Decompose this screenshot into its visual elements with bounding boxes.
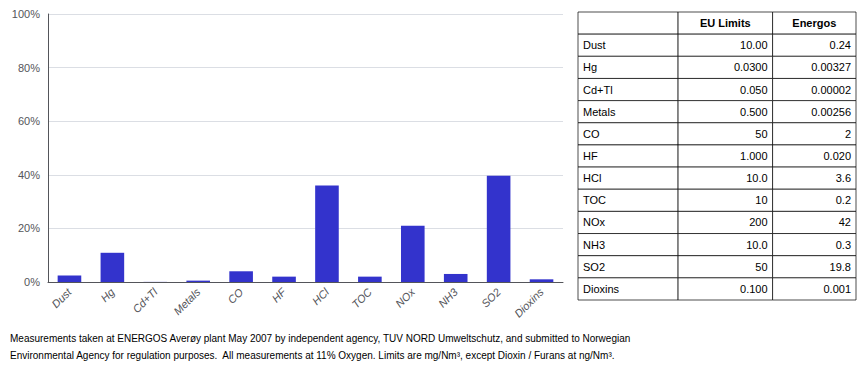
svg-text:20%: 20% — [18, 222, 40, 234]
svg-text:HF: HF — [583, 150, 598, 162]
svg-text:0.24: 0.24 — [830, 39, 851, 51]
svg-text:0.0300: 0.0300 — [734, 61, 768, 73]
svg-text:10: 10 — [755, 194, 767, 206]
svg-text:CO: CO — [583, 128, 600, 140]
svg-text:200: 200 — [749, 216, 767, 228]
svg-text:0.00256: 0.00256 — [811, 106, 851, 118]
svg-text:42: 42 — [839, 216, 851, 228]
svg-text:Hg: Hg — [583, 61, 597, 73]
svg-text:Cd+Tl: Cd+Tl — [130, 285, 160, 315]
svg-text:0.500: 0.500 — [740, 106, 768, 118]
svg-text:2: 2 — [845, 128, 851, 140]
svg-text:3.6: 3.6 — [836, 172, 851, 184]
svg-text:10.00: 10.00 — [740, 39, 768, 51]
svg-text:Cd+Tl: Cd+Tl — [583, 84, 613, 96]
svg-text:40%: 40% — [18, 169, 40, 181]
svg-text:Energos: Energos — [792, 17, 836, 29]
svg-text:EU Limits: EU Limits — [700, 17, 751, 29]
svg-text:0.00327: 0.00327 — [811, 61, 851, 73]
svg-text:0.001: 0.001 — [823, 283, 851, 295]
svg-text:0%: 0% — [24, 276, 40, 288]
svg-text:80%: 80% — [18, 62, 40, 74]
svg-text:0.020: 0.020 — [823, 150, 851, 162]
svg-text:1.000: 1.000 — [740, 150, 768, 162]
svg-text:Dioxins: Dioxins — [583, 283, 620, 295]
svg-text:0.050: 0.050 — [740, 84, 768, 96]
svg-text:10.0: 10.0 — [746, 172, 767, 184]
svg-text:10.0: 10.0 — [746, 239, 767, 251]
svg-text:50: 50 — [755, 261, 767, 273]
svg-text:NOx: NOx — [393, 285, 417, 309]
svg-text:60%: 60% — [18, 115, 40, 127]
svg-text:TOC: TOC — [349, 286, 374, 311]
svg-text:19.8: 19.8 — [830, 261, 851, 273]
svg-text:TOC: TOC — [583, 194, 606, 206]
svg-text:100%: 100% — [12, 8, 40, 20]
svg-text:0.2: 0.2 — [836, 194, 851, 206]
svg-text:Hg: Hg — [98, 285, 117, 304]
svg-text:NH3: NH3 — [583, 239, 605, 251]
svg-text:0.00002: 0.00002 — [811, 84, 851, 96]
svg-text:Metals: Metals — [583, 106, 616, 118]
svg-text:HCl: HCl — [310, 285, 332, 307]
svg-text:Metals: Metals — [171, 285, 203, 317]
svg-text:Environmental Agency for regul: Environmental Agency for regulation purp… — [10, 350, 615, 361]
svg-text:50: 50 — [755, 128, 767, 140]
svg-text:CO: CO — [225, 285, 245, 305]
svg-text:0.3: 0.3 — [836, 239, 851, 251]
svg-text:SO2: SO2 — [583, 261, 605, 273]
svg-text:HCl: HCl — [583, 172, 601, 184]
svg-text:NH3: NH3 — [436, 285, 461, 310]
svg-text:SO2: SO2 — [479, 286, 503, 310]
svg-text:Dust: Dust — [49, 285, 74, 310]
svg-text:Dust: Dust — [583, 39, 606, 51]
svg-text:HF: HF — [269, 285, 289, 305]
svg-text:0.100: 0.100 — [740, 283, 768, 295]
svg-text:Dioxins: Dioxins — [512, 285, 546, 319]
svg-text:Measurements taken at ENERGOS: Measurements taken at ENERGOS Averøy pla… — [10, 333, 630, 344]
svg-text:NOx: NOx — [583, 216, 606, 228]
